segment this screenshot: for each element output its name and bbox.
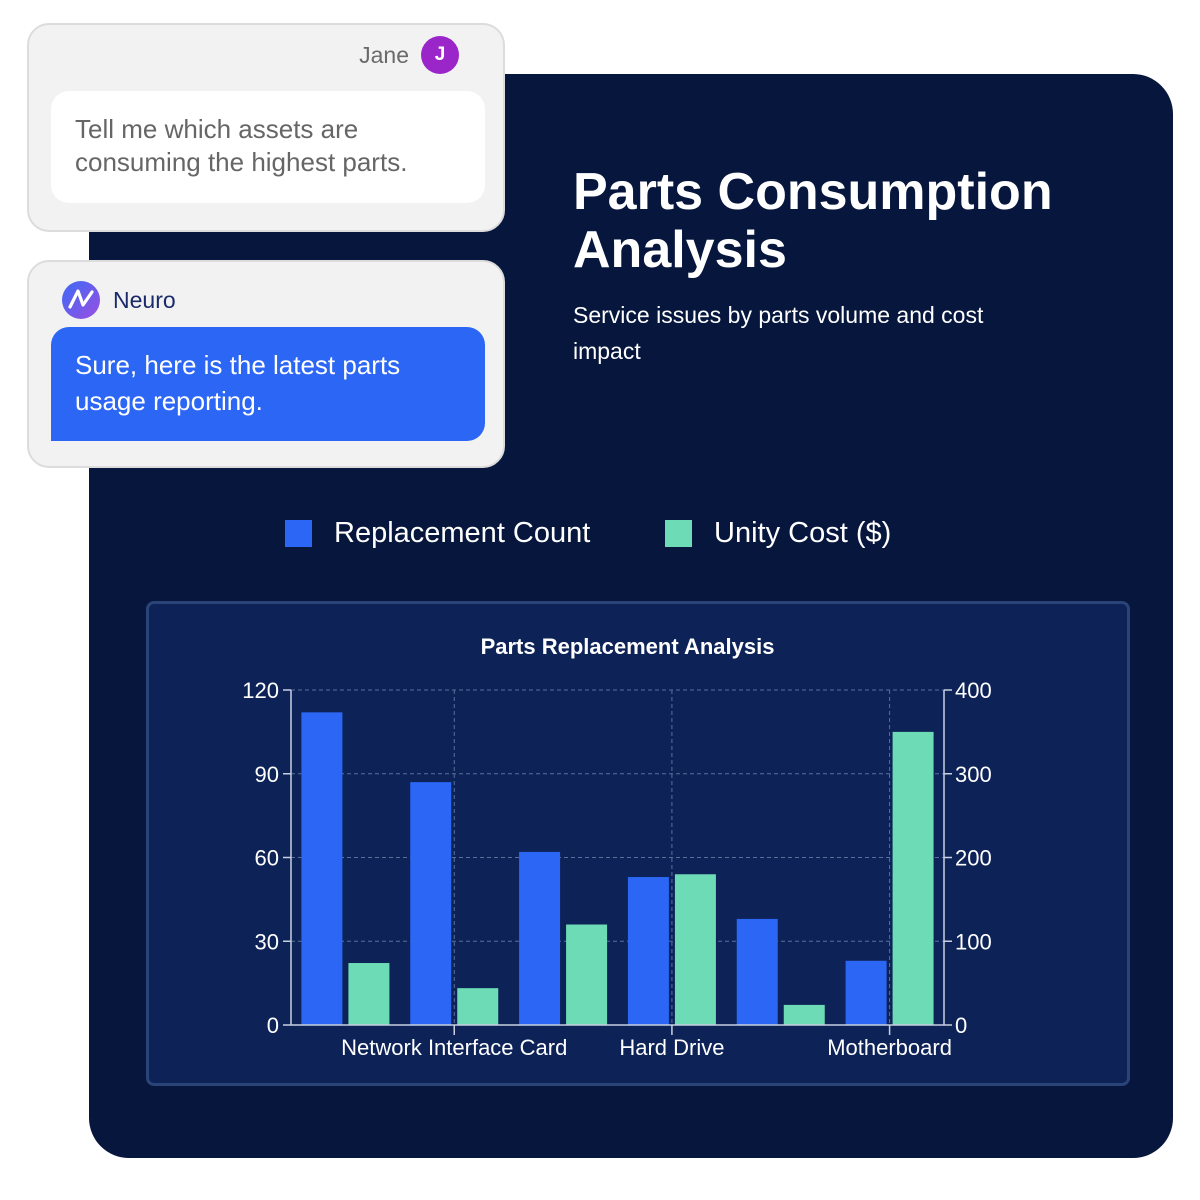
assistant-message-card: Neuro Sure, here is the latest parts usa… bbox=[27, 260, 505, 468]
bar-unity-cost bbox=[457, 988, 499, 1025]
y-left-tick-label: 30 bbox=[255, 929, 279, 954]
report-title: Parts Consumption Analysis bbox=[573, 163, 1053, 279]
bar-unity-cost bbox=[892, 731, 934, 1025]
y-right-tick-label: 400 bbox=[955, 678, 992, 703]
x-tick-label: Network Interface Card bbox=[341, 1035, 567, 1060]
user-avatar[interactable]: J bbox=[421, 36, 459, 74]
user-message: Tell me which assets are consuming the h… bbox=[51, 91, 485, 203]
y-right-tick-label: 300 bbox=[955, 762, 992, 787]
bar-replacement-count bbox=[410, 782, 452, 1025]
user-name: Jane bbox=[359, 42, 409, 68]
legend-swatch-replacement-count bbox=[285, 519, 312, 547]
bar-replacement-count bbox=[519, 851, 561, 1025]
bar-replacement-count bbox=[627, 877, 669, 1025]
bar-replacement-count bbox=[845, 960, 887, 1025]
bar-unity-cost bbox=[348, 963, 390, 1025]
chart-panel: Parts Replacement Analysis 0 30 60 90 120 0 100… bbox=[146, 601, 1130, 1086]
x-tick-label: Hard Drive bbox=[619, 1035, 724, 1060]
y-left-tick-label: 90 bbox=[255, 762, 279, 787]
assistant-name: Neuro bbox=[113, 287, 176, 313]
report-subtitle: Service issues by parts volume and cost … bbox=[573, 302, 984, 364]
bar-unity-cost bbox=[674, 874, 716, 1025]
legend-swatch-unity-cost bbox=[665, 519, 692, 547]
bar-unity-cost bbox=[783, 1004, 825, 1025]
user-message-card: Jane J Tell me which assets are consumin… bbox=[27, 23, 505, 232]
y-right-tick-label: 100 bbox=[955, 929, 992, 954]
legend-label: Unity Cost ($) bbox=[714, 516, 892, 549]
chart-title: Parts Replacement Analysis bbox=[481, 634, 775, 659]
y-right-tick-label: 0 bbox=[955, 1013, 967, 1038]
bar-replacement-count bbox=[301, 712, 343, 1025]
assistant-message: Sure, here is the latest parts usage rep… bbox=[51, 327, 485, 441]
bar-chart: Parts Replacement Analysis 0 30 60 90 120 0 100… bbox=[242, 634, 992, 1060]
bar-unity-cost bbox=[566, 924, 608, 1025]
legend-item-replacement-count: Replacement Count bbox=[285, 515, 590, 551]
legend-item-unity-cost: Unity Cost ($) bbox=[665, 515, 891, 551]
y-left-tick-label: 60 bbox=[255, 846, 279, 871]
neuro-logo-icon bbox=[62, 281, 100, 319]
y-left-tick-label: 0 bbox=[267, 1013, 279, 1038]
x-tick-label: Motherboard bbox=[827, 1035, 952, 1060]
legend-label: Replacement Count bbox=[334, 516, 591, 549]
y-right-tick-label: 200 bbox=[955, 846, 992, 871]
bar-replacement-count bbox=[736, 918, 778, 1025]
y-left-tick-label: 120 bbox=[242, 678, 279, 703]
